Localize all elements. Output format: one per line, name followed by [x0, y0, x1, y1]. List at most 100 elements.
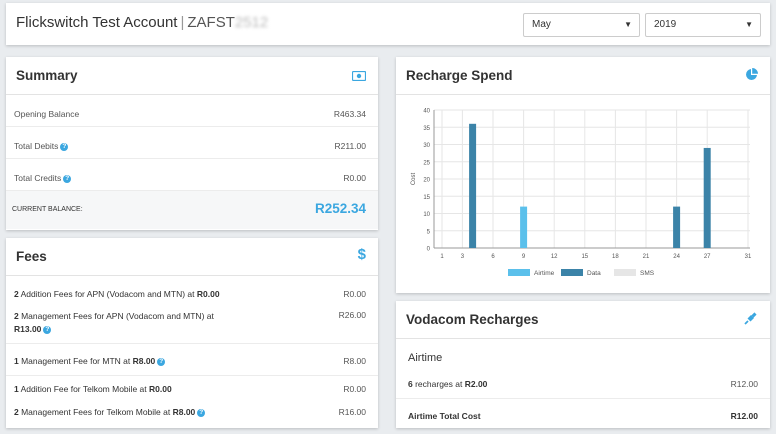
total-credits-row: Total Credits? R0.00 [6, 159, 378, 191]
recharge-chart: 0 5 10 15 20 25 30 35 40 1 3 6 9 12 15 18 21 24 27 31 Cost Ai… [406, 102, 762, 290]
account-code: ZAFST [187, 14, 235, 31]
fee-price: R8.00 [132, 356, 156, 366]
y-tick-label: 5 [427, 229, 431, 235]
fee-row: 1 Management Fee for MTN at R8.00? R8.00 [6, 344, 378, 376]
current-balance-value: R252.34 [314, 201, 366, 216]
total-debits-value: R211.00 [334, 141, 366, 151]
title-separator: | [180, 14, 185, 31]
help-icon[interactable]: ? [60, 142, 69, 151]
fee-value: R8.00 [343, 356, 366, 366]
chart-svg: 0 5 10 15 20 25 30 35 40 1 3 6 9 12 15 18 21 24 27 31 Cost Ai… [411, 109, 752, 278]
recharge-spend-header: Recharge Spend [396, 57, 770, 95]
x-tick-label: 12 [551, 254, 558, 260]
summary-panel: Summary Opening Balance R463.34 Total De… [6, 57, 378, 230]
bar-data [469, 123, 477, 248]
fees-title: Fees [16, 249, 47, 264]
bar-data [673, 206, 681, 248]
fee-description: Addition Fee for Telkom Mobile at [18, 384, 149, 394]
fee-price: R0.00 [148, 384, 172, 394]
legend-swatch-airtime [508, 269, 530, 276]
chevron-down-icon: ▼ [624, 20, 632, 29]
fee-price: R8.00 [172, 407, 196, 417]
fee-description: Addition Fees for APN (Vodacom and MTN) … [18, 289, 197, 299]
y-tick-label: 0 [427, 247, 431, 253]
recharge-count: 6 [408, 379, 413, 389]
recharge-row: 6 recharges at R2.00 R12.00 [396, 369, 770, 399]
fees-panel: Fees $ 2 Addition Fees for APN (Vodacom … [6, 238, 378, 428]
airtime-total-row: Airtime Total Cost R12.00 [396, 399, 770, 428]
total-credits-label: Total Credits [14, 173, 62, 183]
legend-label-data: Data [587, 270, 601, 277]
bar-data [703, 147, 711, 248]
fee-row: 2 Management Fees for APN (Vodacom and M… [6, 296, 378, 344]
airtime-total-label: Airtime Total Cost [408, 411, 481, 421]
fee-count: 2 [14, 311, 19, 321]
account-code-blurred: 2512 [234, 14, 269, 31]
x-tick-label: 21 [643, 254, 650, 260]
header-bar: Flickswitch Test Account | ZAFST2512 May ▼… [6, 3, 770, 45]
opening-balance-value: R463.34 [333, 109, 366, 119]
x-tick-label: 27 [704, 254, 711, 260]
fee-price: R0.00 [196, 289, 220, 299]
account-title: Flickswitch Test Account | ZAFST2512 [16, 14, 268, 31]
fee-description: Management Fees for APN (Vodacom and MTN… [18, 311, 214, 321]
x-tick-label: 6 [491, 254, 495, 260]
legend-label-airtime: Airtime [534, 270, 555, 277]
y-tick-label: 30 [423, 143, 430, 149]
airtime-total-value: R12.00 [730, 411, 758, 421]
y-tick-label: 10 [423, 212, 430, 218]
total-credits-value: R0.00 [343, 173, 366, 183]
fee-description: Management Fees for Telkom Mobile at [18, 407, 173, 417]
fee-description: Management Fee for MTN at [18, 356, 133, 366]
recharge-text: recharges at [412, 379, 465, 389]
dollar-icon: $ [357, 246, 366, 263]
total-debits-row: Total Debits? R211.00 [6, 127, 378, 159]
help-icon[interactable]: ? [63, 174, 72, 183]
fee-count: 1 [14, 384, 19, 394]
y-tick-label: 40 [423, 109, 430, 115]
x-tick-label: 31 [745, 254, 752, 260]
recharge-spend-panel: Recharge Spend 0 5 10 15 20 25 30 35 40 1 3 6 9 12 15 1… [396, 57, 770, 293]
pie-chart-icon [745, 68, 758, 86]
x-tick-label: 24 [673, 254, 680, 260]
fee-row: 1 Addition Fee for Telkom Mobile at R0.0… [6, 376, 378, 400]
x-tick-label: 15 [581, 254, 588, 260]
airtime-section-title: Airtime [408, 352, 443, 364]
fee-value: R0.00 [343, 384, 366, 394]
x-tick-label: 18 [612, 254, 619, 260]
x-tick-label: 3 [461, 254, 465, 260]
summary-header: Summary [6, 57, 378, 95]
fee-value: R26.00 [338, 310, 366, 320]
opening-balance-row: Opening Balance R463.34 [6, 95, 378, 127]
opening-balance-label: Opening Balance [14, 109, 80, 119]
bar-airtime [520, 206, 528, 248]
total-debits-label: Total Debits [14, 141, 59, 151]
y-tick-label: 15 [423, 195, 430, 201]
help-icon[interactable]: ? [43, 325, 52, 334]
current-balance-label: CURRENT BALANCE: [12, 206, 83, 213]
fee-row: 2 Management Fees for Telkom Mobile at R… [6, 400, 378, 424]
vodacom-title: Vodacom Recharges [406, 312, 539, 327]
summary-title: Summary [16, 68, 78, 83]
vodacom-header: Vodacom Recharges [396, 301, 770, 339]
help-icon[interactable]: ? [157, 357, 166, 366]
money-icon [351, 68, 367, 86]
y-tick-label: 35 [423, 126, 430, 132]
month-select[interactable]: May ▼ [523, 13, 640, 37]
month-value: May [532, 19, 551, 30]
y-tick-label: 20 [423, 178, 430, 184]
fee-value: R0.00 [343, 289, 366, 299]
fees-header: Fees $ [6, 238, 378, 276]
recharge-value: R12.00 [730, 379, 758, 389]
current-balance-row: CURRENT BALANCE: R252.34 [6, 191, 378, 229]
year-value: 2019 [654, 19, 677, 30]
fee-value: R16.00 [338, 407, 366, 417]
fee-count: 1 [14, 356, 19, 366]
legend-label-sms: SMS [640, 270, 655, 277]
fee-price: R13.00 [14, 324, 42, 334]
year-select[interactable]: 2019 ▼ [645, 13, 761, 37]
recharge-spend-title: Recharge Spend [406, 68, 513, 83]
help-icon[interactable]: ? [197, 408, 206, 417]
plug-icon [744, 311, 758, 330]
recharge-price: R2.00 [464, 379, 488, 389]
